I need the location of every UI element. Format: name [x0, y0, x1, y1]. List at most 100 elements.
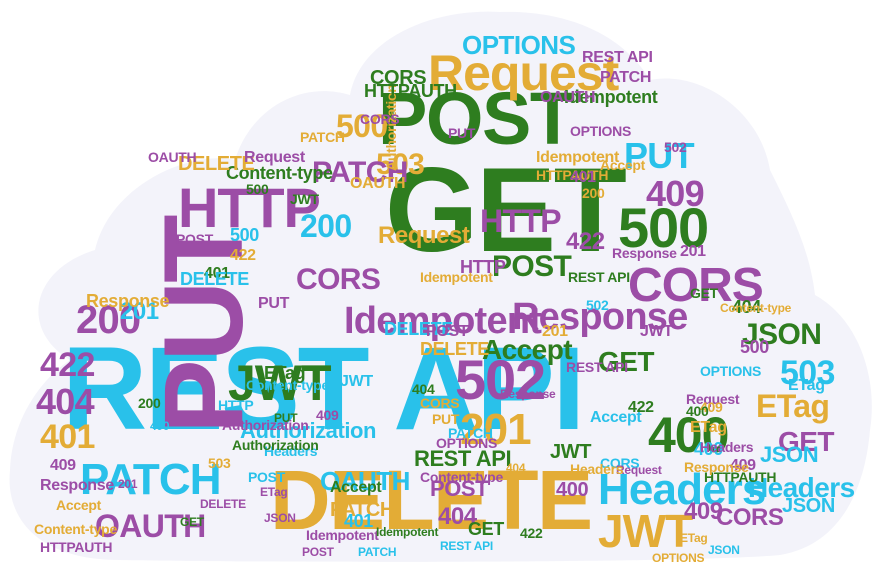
cloud-word: CORS [716, 504, 784, 531]
cloud-word: REST API [440, 539, 493, 553]
cloud-word: Request [616, 463, 662, 477]
cloud-word: HTTPAUTH [536, 167, 609, 183]
cloud-word: Response [684, 459, 749, 475]
cloud-word: JSON [760, 442, 819, 467]
cloud-word: Headers [570, 461, 624, 477]
cloud-word: 422 [40, 346, 95, 384]
cloud-word: CORS [628, 259, 764, 312]
cloud-word: 502 [664, 139, 687, 155]
cloud-word: 422 [566, 228, 605, 255]
cloud-word: OAUTH [95, 508, 206, 544]
cloud-word: ETag [264, 363, 306, 383]
cloud-word: JSON [708, 543, 740, 557]
cloud-word: HTTP [480, 203, 562, 239]
cloud-word: JWT [340, 373, 373, 390]
cloud-word: 400 [150, 419, 170, 433]
cloud-word: POST [430, 476, 489, 501]
cloud-word: Request [378, 222, 470, 249]
cloud-word: DELETE [384, 319, 453, 339]
cloud-word: Headers [748, 472, 855, 503]
cloud-word: 404 [732, 297, 761, 317]
cloud-word: 503 [376, 148, 425, 181]
cloud-word: 404 [412, 381, 435, 397]
cloud-word: DELETE [420, 339, 489, 359]
cloud-word: 200 [582, 185, 605, 201]
cloud-word: 500 [246, 181, 269, 197]
cloud-word: PUT [432, 411, 460, 427]
cloud-word: Request [686, 391, 740, 407]
cloud-word: ETag [680, 531, 708, 545]
cloud-word: CORS [420, 395, 460, 411]
cloud-word: HTTP [178, 176, 321, 239]
cloud-word: PUT [448, 125, 476, 141]
cloud-word: CORS [370, 67, 427, 89]
cloud-word: Response [500, 387, 556, 401]
cloud-word: PUT [274, 411, 298, 425]
cloud-word: POST [248, 469, 285, 485]
cloud-word: Request [244, 149, 305, 166]
cloud-word: GET [180, 515, 204, 529]
cloud-word: 200 [300, 208, 352, 244]
cloud-word: CORS [600, 455, 640, 471]
cloud-word: GET [468, 519, 504, 539]
cloud-word: REST API [62, 323, 585, 455]
cloud-word: Idempotent [306, 527, 379, 543]
cloud-word: JWT [228, 355, 332, 411]
cloud-word: GET [598, 346, 654, 377]
cloud-word: Headers [700, 439, 754, 455]
cloud-word: JWT [640, 323, 673, 340]
cloud-word: 500 [336, 108, 388, 144]
cloud-word: 422 [230, 247, 256, 264]
cloud-word: 503 [208, 455, 231, 471]
cloud-word: GET [690, 285, 718, 301]
cloud-word: JWT [550, 441, 592, 463]
cloud-word: POST [176, 231, 213, 247]
cloud-word: 201 [120, 298, 159, 325]
cloud-word: Authorization [240, 418, 377, 443]
cloud-word: JSON [264, 511, 296, 525]
cloud-word: Accept [482, 334, 573, 365]
cloud-word: 502 [586, 297, 609, 313]
cloud-word: PATCH [448, 425, 493, 441]
cloud-word: ETag [690, 419, 727, 436]
cloud-word: 409 [730, 457, 756, 474]
cloud-word: PATCH [80, 455, 222, 504]
cloud-word: GET [385, 143, 627, 277]
cloud-word: JSON [782, 495, 835, 517]
cloud-word: 201 [460, 405, 532, 454]
cloud-word: Accept [56, 497, 102, 513]
cloud-word: 502 [455, 348, 546, 411]
cloud-word: PATCH [300, 129, 345, 145]
cloud-word: 404 [36, 381, 95, 422]
cloud-word: PATCH [312, 156, 408, 189]
cloud-word: OPTIONS [462, 30, 576, 60]
cloud-word: 409 [646, 173, 705, 214]
cloud-word: Content-type [720, 301, 792, 315]
cloud-word: 401 [344, 511, 373, 531]
cloud-word: PATCH [600, 69, 652, 86]
cloud-word: 409 [316, 407, 339, 423]
cloud-word: OAUTH [148, 149, 197, 165]
cloud-word: JWT [290, 191, 319, 207]
cloud-word: DELETE [178, 153, 255, 175]
cloud-word: REST API [582, 49, 653, 66]
cloud-word: ETag [788, 377, 825, 394]
cloud-word: 401 [570, 169, 596, 186]
cloud-word: OAUTH [320, 466, 410, 496]
cloud-word: 500 [740, 337, 769, 357]
cloud-word: DELETE [200, 497, 246, 511]
cloud-word: Response [86, 291, 170, 311]
cloud-word: Content-type [34, 521, 117, 537]
cloud-word: 200 [76, 298, 141, 342]
cloud-word: JWT [598, 505, 693, 557]
cloud-word: Idempotent [536, 149, 620, 166]
cloud-word: Response [512, 296, 688, 338]
cloud-word: 500 [230, 225, 259, 245]
cloud-word: POST [426, 323, 469, 340]
cloud-word: Content-type [226, 163, 333, 183]
cloud-word: Authorization [222, 417, 309, 433]
cloud-word: ETag [756, 388, 830, 424]
cloud-word: CORS [296, 263, 381, 296]
